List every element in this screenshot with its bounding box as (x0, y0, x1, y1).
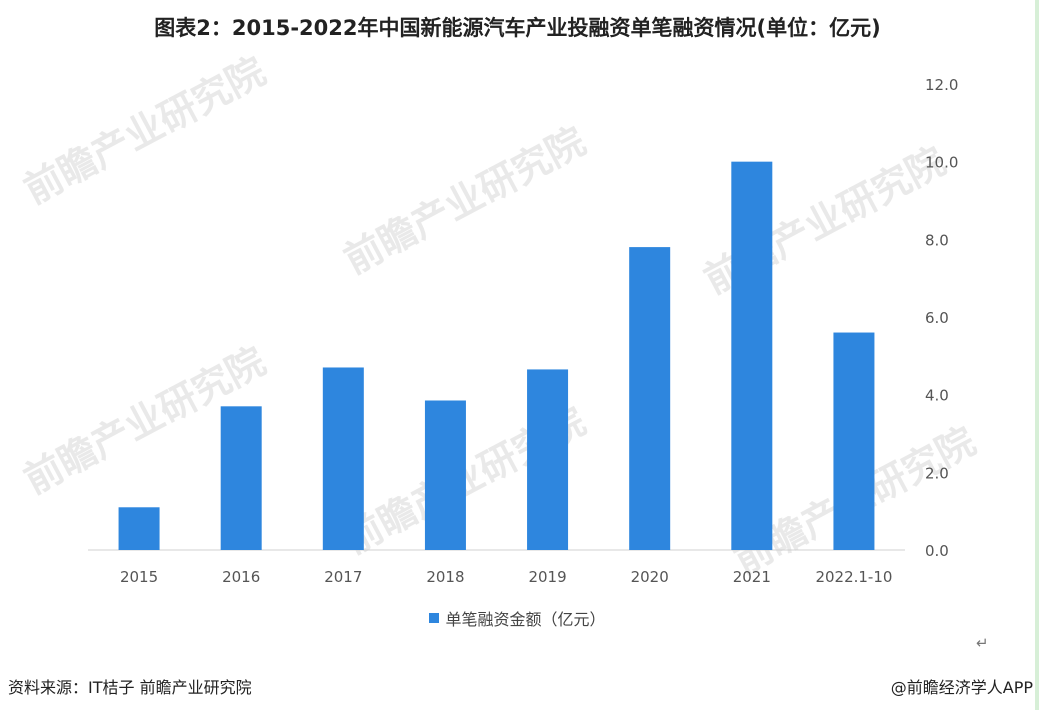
x-tick-label: 2015 (120, 568, 158, 586)
y-tick-label: 6.0 (925, 309, 949, 327)
x-tick-label: 2020 (631, 568, 669, 586)
source-note: 资料来源：IT桔子 前瞻产业研究院 (8, 678, 252, 697)
x-tick-label: 2016 (222, 568, 260, 586)
x-tick-label: 2019 (528, 568, 566, 586)
bar-2020 (629, 247, 671, 550)
legend-swatch (429, 613, 440, 623)
legend: 单笔融资金额（亿元） (0, 606, 1035, 630)
chart-title: 图表2：2015-2022年中国新能源汽车产业投融资单笔融资情况(单位：亿元) (154, 16, 881, 40)
y-tick-label: 2.0 (925, 464, 949, 482)
bar-2017 (322, 367, 364, 550)
bar-2022.1-10 (833, 332, 875, 550)
y-tick-label: 10.0 (925, 154, 958, 172)
y-tick-label: 4.0 (925, 387, 949, 405)
x-tick-label: 2021 (733, 568, 771, 586)
credit-note: @前瞻经济学人APP (890, 678, 1033, 697)
bar-2019 (527, 369, 569, 550)
x-tick-label: 2022.1-10 (815, 568, 892, 586)
legend-label: 单笔融资金额（亿元） (445, 610, 606, 629)
x-tick-label: 2018 (426, 568, 464, 586)
x-tick-label: 2017 (324, 568, 362, 586)
y-tick-label: 0.0 (925, 542, 949, 560)
bar-2015 (118, 507, 160, 550)
right-edge-stripe (1035, 0, 1039, 710)
bar-2016 (220, 406, 262, 550)
bar-chart: 0.0 2.0 4.0 6.0 8.0 10.0 12.0 2015 2016 2017 2018 2… (88, 76, 958, 586)
return-mark: ↵ (976, 634, 989, 652)
bar-2018 (424, 400, 466, 550)
y-tick-label: 12.0 (925, 76, 958, 94)
bar-2021 (731, 161, 773, 550)
y-tick-label: 8.0 (925, 231, 949, 249)
